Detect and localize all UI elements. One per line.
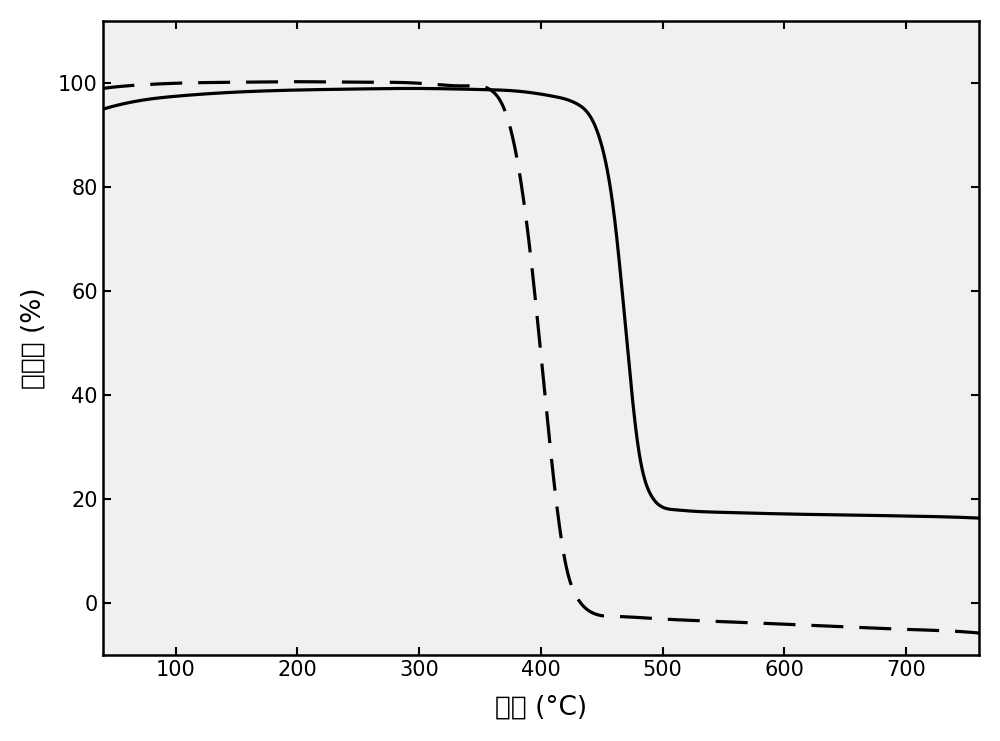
X-axis label: 温度 (°C): 温度 (°C) <box>495 694 587 720</box>
Y-axis label: 重量比 (%): 重量比 (%) <box>21 288 47 389</box>
